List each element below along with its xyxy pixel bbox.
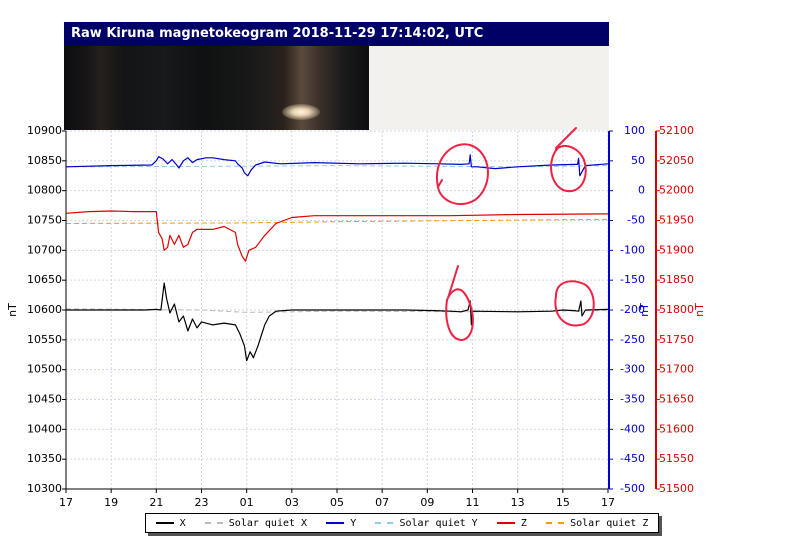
right-axis-label: nT <box>693 303 706 317</box>
right-tick-label: 51500 <box>659 482 694 495</box>
x-tick-label: 11 <box>466 496 480 509</box>
series-z <box>65 210 609 262</box>
left-tick-label: 10700 <box>27 243 62 256</box>
legend-label: Solar quiet X <box>228 517 308 529</box>
series-solar-quiet-z <box>65 218 609 224</box>
right-tick-label: 52050 <box>659 154 694 167</box>
legend-swatch <box>155 522 174 524</box>
middle-tick-label: -150 <box>620 273 645 286</box>
legend-item: Z <box>496 517 527 529</box>
middle-tick-label: -300 <box>620 363 645 376</box>
x-tick-label: 07 <box>375 496 389 509</box>
annotation-circle <box>445 265 474 342</box>
right-tick-label: 51800 <box>659 303 694 316</box>
middle-tick-label: -100 <box>620 243 645 256</box>
right-tick-label: 51750 <box>659 333 694 346</box>
series-x <box>66 282 609 362</box>
middle-tick-label: -450 <box>620 452 645 465</box>
keogram-bright-spot <box>282 104 320 120</box>
right-tick-label: 51900 <box>659 243 694 256</box>
legend-swatch <box>326 522 345 524</box>
middle-tick-label: -350 <box>620 393 645 406</box>
left-tick-label: 10650 <box>27 273 62 286</box>
x-tick-label: 19 <box>104 496 118 509</box>
left-tick-label: 10600 <box>27 303 62 316</box>
right-tick-label: 51550 <box>659 452 694 465</box>
chart-legend: X Solar quiet X Y Solar quiet Y Z Solar quiet… <box>145 513 659 533</box>
legend-label: Solar quiet Z <box>570 517 649 529</box>
x-tick-label: 15 <box>556 496 570 509</box>
legend-swatch <box>375 522 394 524</box>
series-y <box>65 154 609 177</box>
annotation-circle <box>550 127 587 193</box>
middle-tick-label: -50 <box>627 214 645 227</box>
right-tick-label: 51850 <box>659 273 694 286</box>
legend-label: Y <box>350 517 357 529</box>
left-tick-label: 10550 <box>27 333 62 346</box>
legend-label: Solar quiet Y <box>399 517 478 529</box>
x-tick-label: 17 <box>601 496 615 509</box>
left-tick-label: 10300 <box>27 482 62 495</box>
legend-item: Y <box>326 518 356 529</box>
right-tick-label: 52100 <box>659 124 694 137</box>
left-tick-label: 10900 <box>27 124 62 137</box>
left-axis-label: nT <box>6 303 19 317</box>
x-tick-label: 13 <box>511 496 525 509</box>
right-tick-label: 51950 <box>659 214 694 227</box>
legend-label: X <box>179 517 186 529</box>
legend-label: Z <box>520 517 527 529</box>
middle-axis-label: nT <box>638 303 651 317</box>
axes: 17 19 21 23 01 03 05 07 09 11 13 15 1710300103501040… <box>6 124 706 509</box>
legend-swatch <box>496 522 515 524</box>
annotation-circle <box>554 280 595 327</box>
keogram-blank-area <box>369 46 609 130</box>
x-tick-label: 17 <box>59 496 73 509</box>
left-tick-label: 10850 <box>27 154 62 167</box>
middle-tick-label: 0 <box>638 184 645 197</box>
right-tick-label: 51600 <box>659 422 694 435</box>
x-tick-label: 23 <box>195 496 209 509</box>
middle-tick-label: 100 <box>624 124 645 137</box>
left-tick-label: 10400 <box>27 422 62 435</box>
middle-tick-label: -400 <box>620 422 645 435</box>
right-tick-label: 51650 <box>659 393 694 406</box>
x-tick-label: 03 <box>285 496 299 509</box>
legend-item: Solar quiet Y <box>375 517 478 529</box>
legend-item: X <box>155 517 186 529</box>
left-tick-label: 10450 <box>27 393 62 406</box>
legend-item: Solar quiet Z <box>546 518 648 529</box>
chart-title: Raw Kiruna magnetokeogram 2018-11-29 17:… <box>64 22 609 46</box>
series-solar-quiet-x <box>65 308 609 313</box>
left-tick-label: 10750 <box>27 214 62 227</box>
middle-tick-label: -200 <box>620 303 645 316</box>
middle-tick-label: -250 <box>620 333 645 346</box>
data-series <box>65 154 609 362</box>
annotation-circle <box>435 143 489 206</box>
x-tick-label: 21 <box>149 496 163 509</box>
middle-tick-label: 50 <box>631 154 645 167</box>
left-tick-label: 10500 <box>27 363 62 376</box>
left-tick-label: 10350 <box>27 452 62 465</box>
all-sky-keogram-image <box>64 46 369 130</box>
x-tick-label: 01 <box>240 496 254 509</box>
right-tick-label: 52000 <box>659 184 694 197</box>
series-solar-quiet-y <box>65 165 609 168</box>
legend-item: Solar quiet X <box>204 517 308 529</box>
left-tick-label: 10800 <box>27 184 62 197</box>
hand-drawn-annotations <box>435 127 595 342</box>
x-tick-label: 05 <box>330 496 344 509</box>
right-tick-label: 51700 <box>659 363 694 376</box>
legend-swatch <box>546 522 565 524</box>
x-tick-label: 09 <box>420 496 434 509</box>
legend-swatch <box>204 522 223 524</box>
middle-tick-label: -500 <box>620 482 645 495</box>
